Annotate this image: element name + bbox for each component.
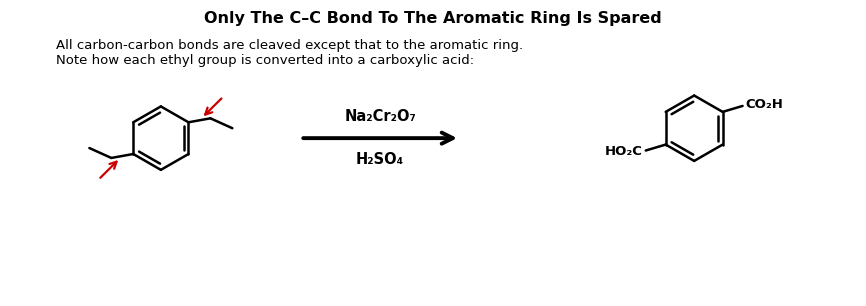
Text: HO₂C: HO₂C — [604, 145, 643, 158]
Text: Note how each ethyl group is converted into a carboxylic acid:: Note how each ethyl group is converted i… — [56, 54, 475, 67]
Text: H₂SO₄: H₂SO₄ — [356, 152, 404, 167]
Text: CO₂H: CO₂H — [746, 99, 784, 111]
Text: All carbon-carbon bonds are cleaved except that to the aromatic ring.: All carbon-carbon bonds are cleaved exce… — [56, 39, 523, 52]
Text: Na₂Cr₂O₇: Na₂Cr₂O₇ — [344, 109, 416, 124]
Text: Only The C–C Bond To The Aromatic Ring Is Spared: Only The C–C Bond To The Aromatic Ring I… — [204, 11, 662, 26]
